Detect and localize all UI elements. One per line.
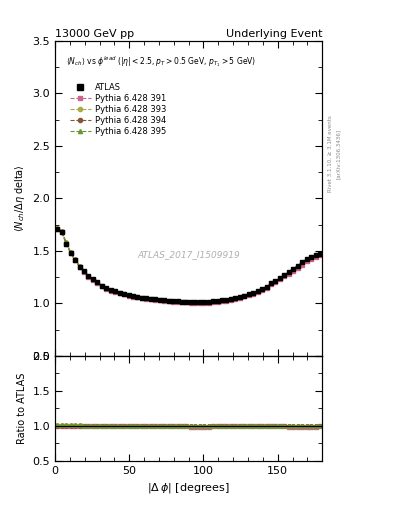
Text: Underlying Event: Underlying Event <box>226 29 322 39</box>
X-axis label: $|\Delta\,\phi|$ [degrees]: $|\Delta\,\phi|$ [degrees] <box>147 481 230 495</box>
Y-axis label: Ratio to ATLAS: Ratio to ATLAS <box>17 373 27 444</box>
Y-axis label: $\langle N_{ch} / \Delta\eta\;\mathrm{delta}\rangle$: $\langle N_{ch} / \Delta\eta\;\mathrm{de… <box>13 164 27 232</box>
Text: ATLAS_2017_I1509919: ATLAS_2017_I1509919 <box>137 250 240 260</box>
Legend: ATLAS, Pythia 6.428 391, Pythia 6.428 393, Pythia 6.428 394, Pythia 6.428 395: ATLAS, Pythia 6.428 391, Pythia 6.428 39… <box>70 83 166 136</box>
Text: 13000 GeV pp: 13000 GeV pp <box>55 29 134 39</box>
Text: $\langle N_{ch}\rangle$ vs $\phi^{lead}$ ($|\eta| < 2.5, p_T > 0.5$ GeV, $p_{T_1: $\langle N_{ch}\rangle$ vs $\phi^{lead}$… <box>66 54 256 69</box>
Text: Rivet 3.1.10, ≥ 3.1M events: Rivet 3.1.10, ≥ 3.1M events <box>328 115 333 192</box>
Text: [arXiv:1306.3436]: [arXiv:1306.3436] <box>336 129 341 179</box>
